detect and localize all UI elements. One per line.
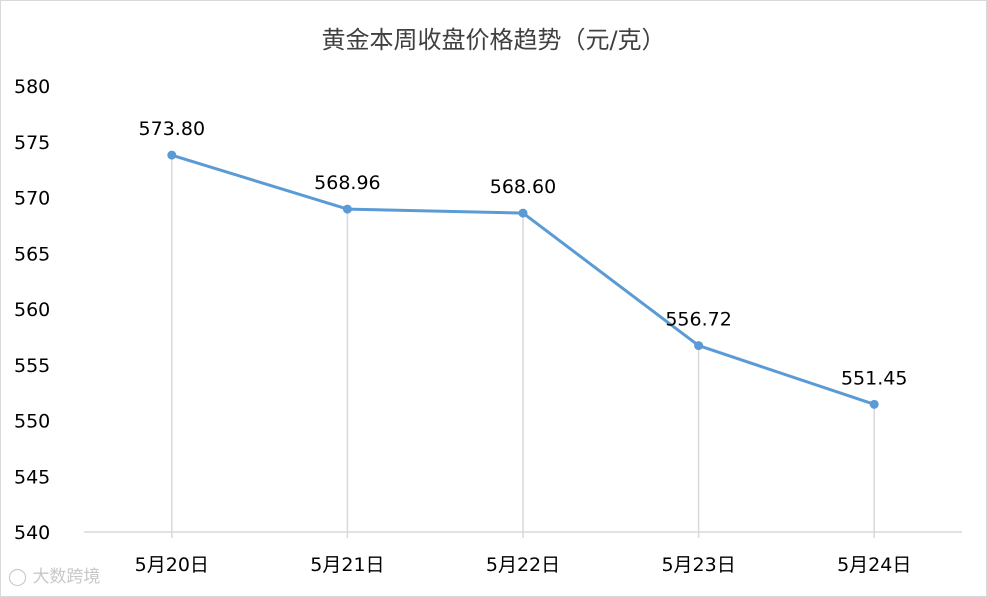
data-point [167,150,177,160]
y-tick-label: 545 [14,466,50,488]
watermark-logo-icon: ◯ [8,567,28,587]
data-label: 551.45 [841,367,907,389]
watermark: ◯ 大数跨境 [8,562,100,587]
x-tick-label: 5月24日 [837,554,911,576]
x-tick-label: 5月21日 [310,554,384,576]
data-label: 568.96 [314,172,380,194]
x-tick-label: 5月22日 [486,554,560,576]
data-point [342,204,352,214]
y-tick-label: 565 [14,243,50,265]
data-label: 556.72 [665,309,731,331]
y-tick-label: 570 [14,188,50,210]
data-point [869,399,879,409]
data-label: 573.80 [139,118,205,140]
data-point [518,208,528,218]
data-label: 568.60 [490,176,556,198]
x-tick-label: 5月20日 [135,554,209,576]
y-tick-label: 555 [14,355,50,377]
y-tick-label: 560 [14,299,50,321]
y-tick-label: 540 [14,522,50,544]
y-tick-label: 575 [14,132,50,154]
y-tick-label: 550 [14,411,50,433]
data-point [694,341,704,351]
x-tick-label: 5月23日 [661,554,735,576]
watermark-text: 大数跨境 [32,567,101,587]
y-tick-label: 580 [14,76,50,98]
chart-title: 黄金本周收盘价格趋势（元/克） [321,26,666,54]
